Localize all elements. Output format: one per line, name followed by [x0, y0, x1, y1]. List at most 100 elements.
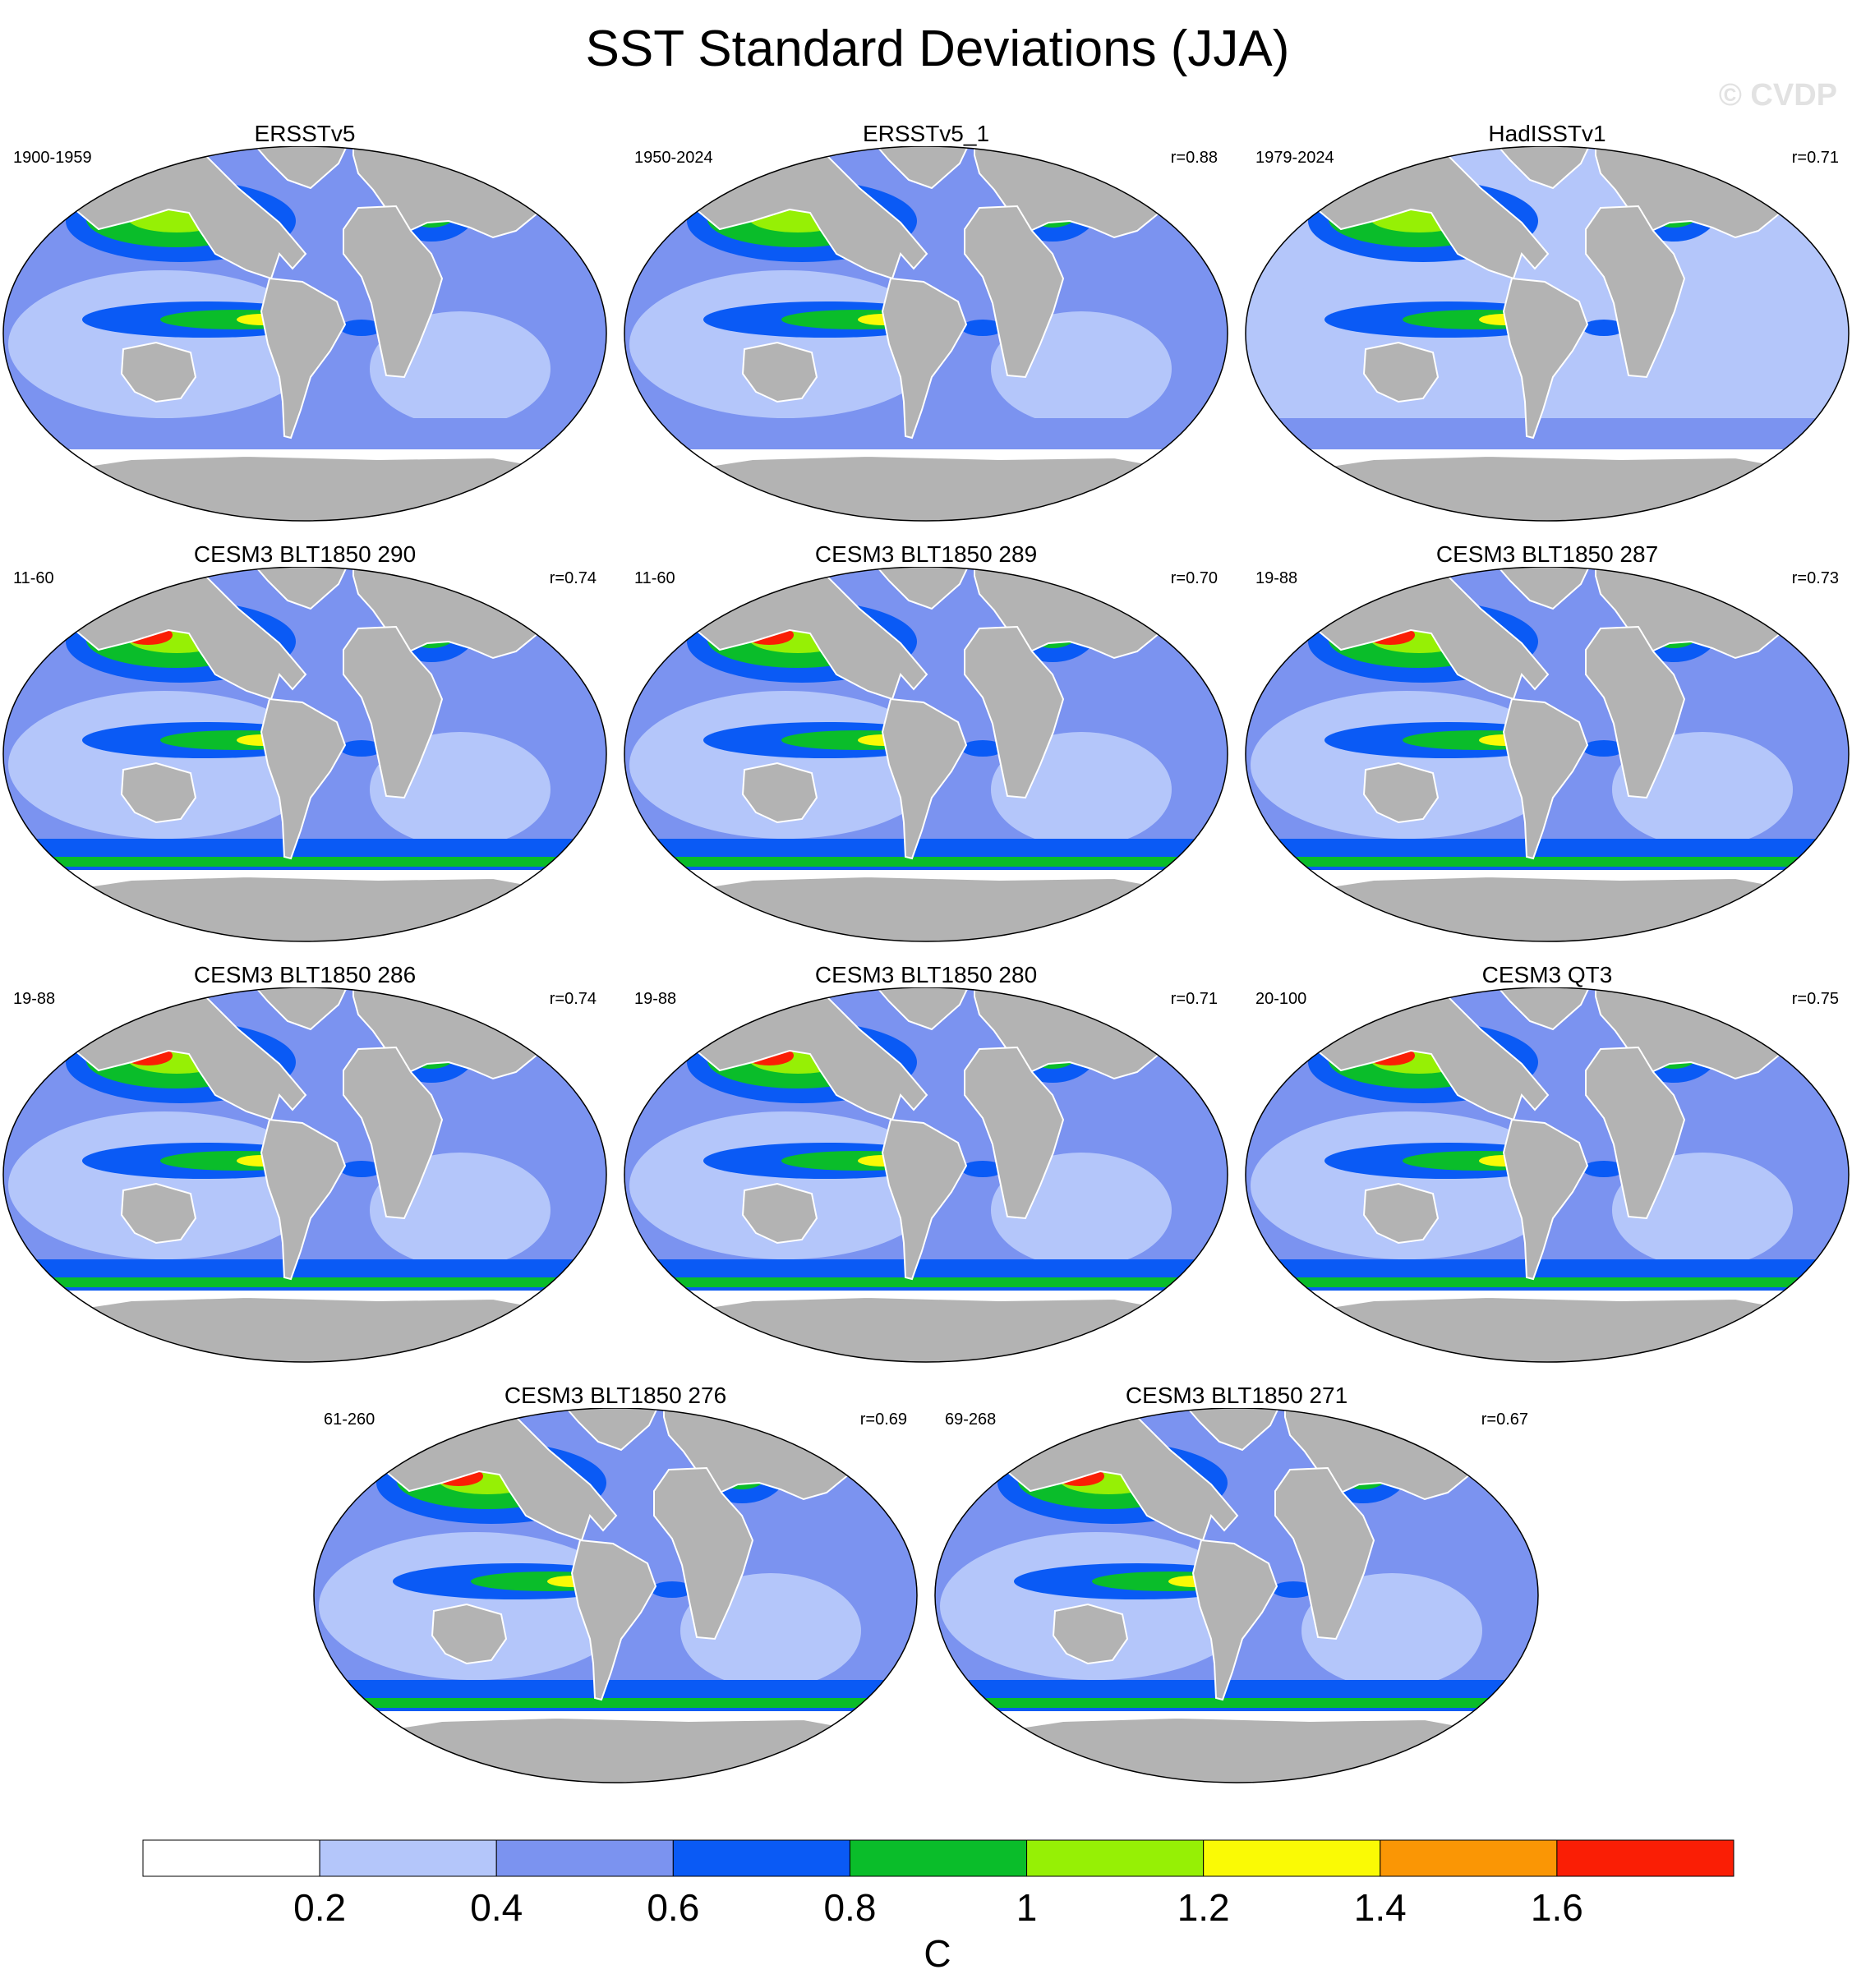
tropical-atlantic-region	[1582, 740, 1625, 757]
panel-period: 20-100	[1255, 990, 1307, 1008]
tropical-atlantic-region	[1582, 320, 1625, 336]
map-panel: CESM3 BLT1850 276 61-260 r=0.69	[311, 1377, 920, 1788]
map-panel: CESM3 BLT1850 271 69-268 r=0.67	[932, 1377, 1541, 1788]
colorbar-tick-label: 0.4	[470, 1886, 523, 1929]
tropical-atlantic-region	[961, 320, 1004, 336]
world-map	[313, 1408, 918, 1783]
map-panel: ERSSTv5 1900-1959	[0, 115, 610, 526]
main-title: SST Standard Deviations (JJA)	[585, 21, 1290, 77]
australia	[120, 1182, 197, 1245]
map-field	[624, 987, 1228, 1362]
map-outline	[624, 567, 1228, 942]
panel-title: CESM3 BLT1850 287	[1435, 541, 1659, 567]
southern-ocean-core	[1246, 1277, 1849, 1287]
tropical-atlantic-region	[1582, 1161, 1625, 1177]
panel-title: HadISSTv1	[1488, 121, 1606, 146]
australia	[431, 1603, 508, 1665]
greenland	[1486, 987, 1597, 1031]
colorbar-swatch	[495, 1839, 674, 1877]
south-america	[1502, 1118, 1589, 1281]
map-outline	[2, 567, 607, 942]
colorbar-swatch	[1380, 1839, 1558, 1877]
panel-period: 19-88	[13, 990, 56, 1008]
africa	[1274, 1466, 1375, 1641]
world-map	[624, 987, 1228, 1363]
southern-ocean-core	[935, 1698, 1538, 1708]
map-panel: CESM3 BLT1850 286 19-88 r=0.74	[0, 956, 610, 1367]
panel-correlation: r=0.71	[1170, 990, 1218, 1008]
greenland	[1176, 1408, 1287, 1452]
panel-period: 19-88	[1255, 569, 1298, 587]
panel-period: 11-60	[13, 569, 54, 587]
panel-title: CESM3 BLT1850 289	[814, 541, 1038, 567]
tropical-atlantic-region	[1272, 1581, 1315, 1598]
greenland	[1486, 146, 1597, 190]
colorbar-swatch	[849, 1839, 1028, 1877]
world-map	[624, 146, 1228, 522]
tropical-atlantic-region	[340, 1161, 383, 1177]
panel-title: CESM3 BLT1850 276	[504, 1383, 727, 1408]
colorbar-tick-label: 1.2	[1177, 1886, 1230, 1929]
colorbar-tick-label: 1.4	[1354, 1886, 1407, 1929]
tropical-atlantic-region	[340, 740, 383, 757]
panel-period: 19-88	[634, 990, 677, 1008]
south-america	[1502, 277, 1589, 439]
map-field	[624, 567, 1228, 941]
south-america	[881, 277, 968, 439]
south-america	[881, 1118, 968, 1281]
africa	[964, 625, 1065, 799]
africa	[343, 205, 444, 379]
panel-title: CESM3 BLT1850 286	[193, 962, 417, 987]
australia	[741, 762, 818, 824]
panel-title: CESM3 BLT1850 280	[814, 962, 1038, 987]
panel-period: 61-260	[324, 1410, 375, 1429]
australia	[1052, 1603, 1129, 1665]
africa	[964, 205, 1065, 379]
southern-ocean-core	[3, 857, 606, 867]
southern-ocean-core	[3, 1277, 606, 1287]
world-map	[2, 567, 607, 942]
greenland	[865, 987, 976, 1031]
australia	[1362, 1182, 1440, 1245]
australia	[1362, 341, 1440, 403]
map-field	[1246, 146, 1849, 521]
south-america	[1191, 1539, 1278, 1701]
world-map	[624, 567, 1228, 942]
greenland	[865, 146, 976, 190]
tropical-atlantic-region	[961, 1161, 1004, 1177]
map-panel: CESM3 BLT1850 290 11-60 r=0.74	[0, 536, 610, 946]
greenland	[555, 1408, 666, 1452]
map-outline	[2, 146, 607, 522]
panel-title: ERSSTv5_1	[862, 121, 990, 146]
australia	[741, 341, 818, 403]
africa	[1585, 205, 1686, 379]
colorbar-tick-label: 0.2	[293, 1886, 346, 1929]
africa	[1585, 1046, 1686, 1220]
panel-correlation: r=0.67	[1481, 1410, 1528, 1429]
panel-title: CESM3 QT3	[1481, 962, 1613, 987]
greenland	[865, 567, 976, 610]
colorbar-swatch	[672, 1839, 850, 1877]
panel-correlation: r=0.73	[1791, 569, 1839, 587]
tropical-atlantic-region	[651, 1581, 693, 1598]
colorbar-tick-label: 1.6	[1531, 1886, 1583, 1929]
greenland	[244, 146, 355, 190]
map-panel: ERSSTv5_1 1950-2024 r=0.88	[621, 115, 1231, 526]
map-panel: HadISSTv1 1979-2024 r=0.71	[1242, 115, 1852, 526]
southern-ocean-band	[3, 418, 606, 451]
panel-correlation: r=0.71	[1791, 149, 1839, 167]
south-america	[570, 1539, 657, 1701]
colorbar-swatch	[1203, 1839, 1381, 1877]
map-field	[3, 567, 606, 941]
australia	[1362, 762, 1440, 824]
map-outline	[2, 987, 607, 1363]
greenland	[244, 987, 355, 1031]
map-field	[624, 146, 1228, 521]
australia	[120, 762, 197, 824]
colorbar-swatch	[319, 1839, 497, 1877]
world-map	[1245, 146, 1850, 522]
colorbar-swatch	[142, 1839, 320, 1877]
colorbar-swatch	[1026, 1839, 1205, 1877]
panel-period: 1900-1959	[13, 149, 92, 167]
